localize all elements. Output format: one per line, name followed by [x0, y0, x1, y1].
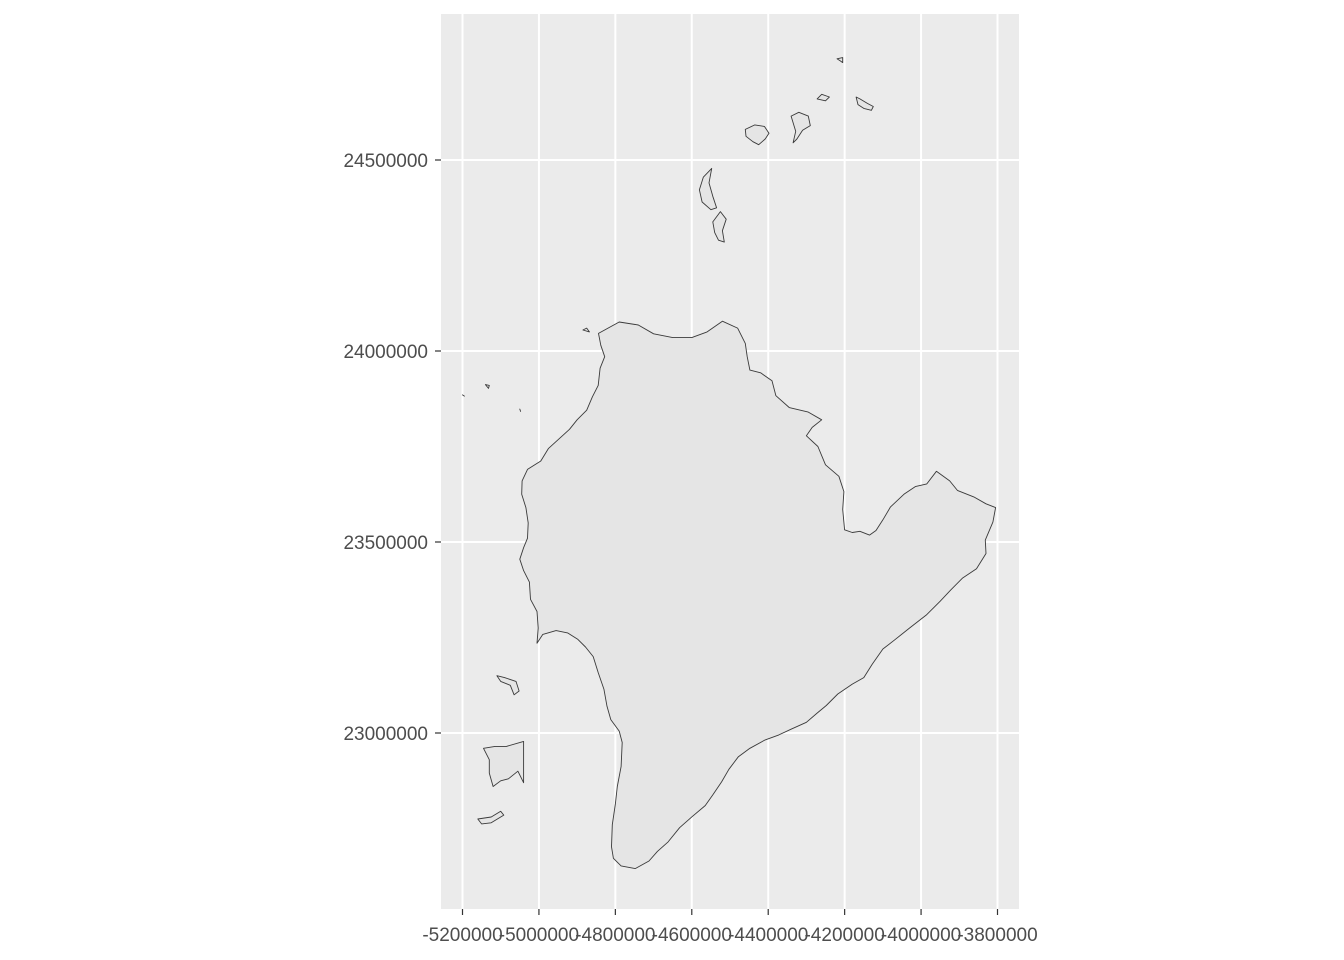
islet-north-5: [816, 93, 830, 102]
islet-north-2: [712, 211, 727, 243]
islet-north-7: [836, 57, 844, 64]
x-tick-label-2: -4800000: [575, 925, 655, 946]
y-tick-label-2: 24000000: [343, 342, 428, 363]
y-tick-label-3: 24500000: [343, 151, 428, 172]
islet-north-4: [790, 111, 811, 144]
islet-west-4: [484, 384, 490, 389]
x-tick-label-1: -5000000: [499, 925, 579, 946]
islet-west-2: [483, 740, 525, 787]
islet-west-1: [496, 675, 520, 696]
main-landmass: [519, 320, 997, 870]
islet-west-3: [477, 810, 505, 825]
islet-north-8: [582, 327, 590, 333]
x-tick-label-4: -4400000: [728, 925, 808, 946]
x-tick-label-5: -4200000: [804, 925, 884, 946]
islet-west-5: [462, 394, 465, 397]
y-tick-label-1: 23500000: [343, 533, 428, 554]
x-tick-label-3: -4600000: [652, 925, 732, 946]
islet-north-6: [855, 96, 874, 111]
x-tick-label-7: -3800000: [957, 925, 1037, 946]
islet-north-1: [698, 167, 718, 211]
map-features: [462, 57, 997, 870]
x-tick-label-6: -4000000: [881, 925, 961, 946]
y-tick-label-0: 23000000: [343, 724, 428, 745]
x-tick-label-0: -5200000: [422, 925, 502, 946]
islet-west-6: [519, 408, 522, 412]
islet-north-3: [744, 124, 770, 146]
axes: -5200000-5000000-4800000-4600000-4400000…: [343, 151, 1037, 946]
